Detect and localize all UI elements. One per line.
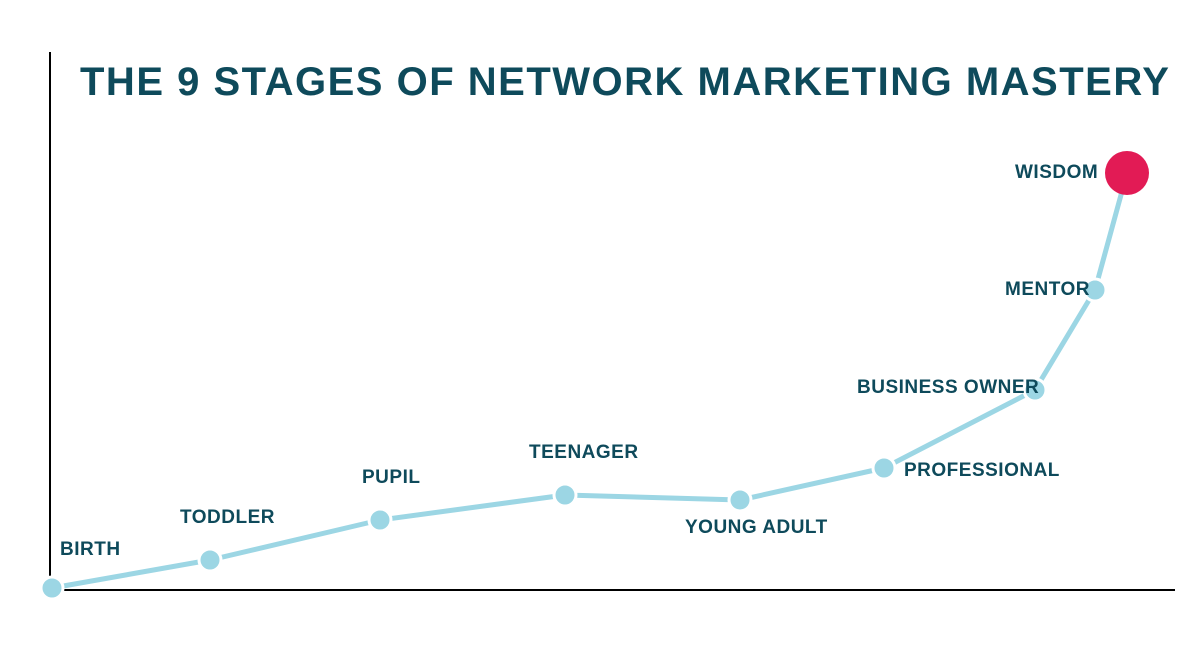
stage-label-2: PUPIL: [362, 468, 420, 487]
stage-label-0: BIRTH: [60, 540, 121, 559]
stage-marker-2: [369, 509, 391, 531]
stage-label-6: BUSINESS OWNER: [857, 378, 1039, 397]
stages-line-chart: [0, 0, 1200, 669]
stage-marker-4: [729, 489, 751, 511]
stage-marker-8: [1105, 151, 1149, 195]
stage-label-4: YOUNG ADULT: [685, 518, 828, 537]
chart-stage: THE 9 STAGES OF NETWORK MARKETING MASTER…: [0, 0, 1200, 669]
stage-label-1: TODDLER: [180, 508, 275, 527]
stage-label-8: WISDOM: [1015, 163, 1098, 182]
stage-label-3: TEENAGER: [529, 443, 639, 462]
stage-marker-1: [199, 549, 221, 571]
stage-marker-3: [554, 484, 576, 506]
stage-label-5: PROFESSIONAL: [904, 461, 1060, 480]
stage-marker-5: [873, 457, 895, 479]
stage-label-7: MENTOR: [1005, 280, 1090, 299]
marker-layer: [41, 151, 1149, 599]
stage-marker-0: [41, 577, 63, 599]
